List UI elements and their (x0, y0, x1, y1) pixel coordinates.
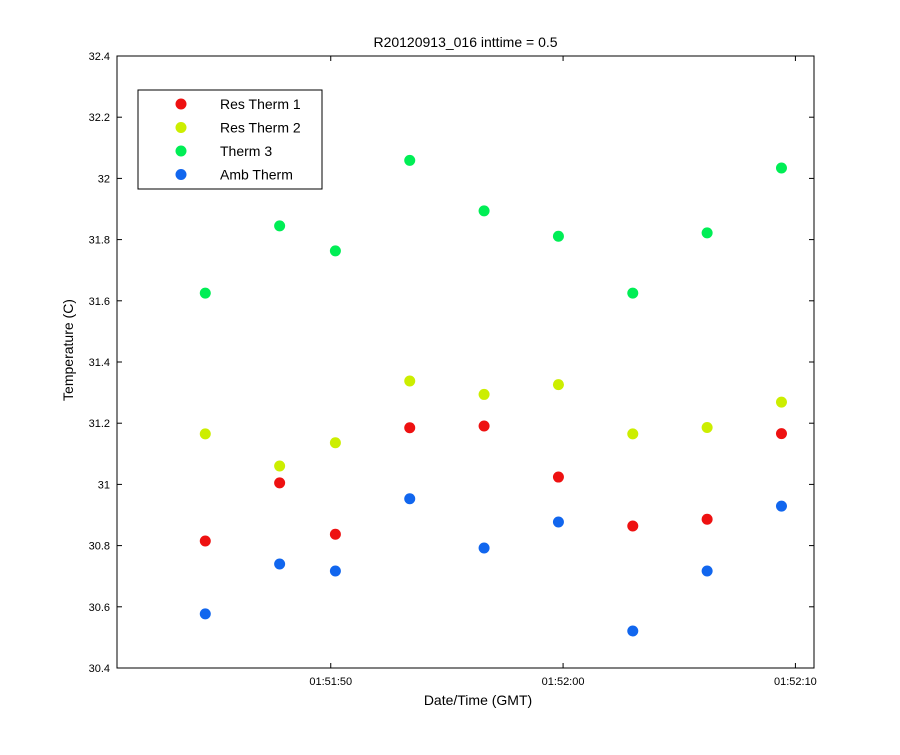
legend-marker-res-therm-1 (175, 98, 187, 110)
point-therm-3 (627, 287, 639, 299)
x-tick-label: 01:52:10 (774, 676, 817, 688)
y-tick-label: 31.4 (89, 357, 110, 369)
point-res-therm-1 (329, 528, 341, 540)
point-amb-therm (552, 516, 564, 528)
point-res-therm-1 (274, 477, 286, 489)
x-axis-label: Date/Time (GMT) (424, 692, 532, 708)
point-res-therm-2 (701, 421, 713, 433)
point-therm-3 (701, 227, 713, 239)
chart-title: R20120913_016 inttime = 0.5 (373, 34, 557, 50)
y-tick-label: 30.8 (89, 541, 110, 553)
y-tick-label: 32.4 (89, 51, 110, 63)
point-therm-3 (552, 230, 564, 242)
point-therm-3 (478, 205, 490, 217)
point-amb-therm (329, 565, 341, 577)
point-res-therm-2 (478, 388, 490, 400)
legend-box (137, 89, 323, 190)
legend-marker-res-therm-2 (175, 122, 187, 133)
x-tick-label: 01:51:50 (309, 676, 352, 688)
x-tick-label: 01:52:00 (542, 676, 585, 688)
point-res-therm-1 (775, 428, 787, 440)
point-res-therm-1 (627, 520, 639, 532)
legend-label-res-therm-2: Res Therm 2 (220, 120, 301, 136)
legend-marker-therm-3 (175, 145, 187, 157)
point-amb-therm (478, 542, 490, 554)
point-res-therm-2 (329, 437, 341, 449)
x-axis-ticks: 01:51:50 01:52:00 01:52:10 (309, 56, 817, 688)
point-therm-3 (329, 245, 341, 257)
point-res-therm-2 (199, 428, 211, 440)
legend-label-res-therm-1: Res Therm 1 (220, 96, 301, 112)
y-tick-label: 32.2 (89, 112, 110, 124)
point-res-therm-1 (199, 535, 211, 547)
y-tick-label: 30.6 (89, 602, 110, 614)
point-res-therm-1 (478, 420, 490, 432)
point-amb-therm (701, 565, 713, 577)
point-res-therm-2 (274, 460, 286, 472)
y-axis-label: Temperature (C) (60, 299, 76, 401)
legend-label-therm-3: Therm 3 (220, 143, 272, 159)
point-therm-3 (404, 154, 416, 166)
point-therm-3 (775, 162, 787, 174)
point-res-therm-2 (404, 375, 416, 387)
legend: Res Therm 1 Res Therm 2 Therm 3 Amb Therm (137, 89, 323, 190)
y-tick-label: 32 (98, 173, 110, 185)
point-res-therm-2 (627, 428, 639, 440)
point-amb-therm (199, 608, 211, 620)
point-amb-therm (775, 500, 787, 512)
y-tick-label: 31.8 (89, 235, 110, 247)
y-axis-ticks: 30.4 30.6 30.8 31 31.2 31.4 31.6 31.8 32 32.2 32.4 (89, 51, 814, 675)
point-amb-therm (274, 558, 286, 570)
y-tick-label: 30.4 (89, 663, 110, 675)
point-amb-therm (404, 493, 416, 505)
data-points (199, 154, 787, 637)
point-res-therm-1 (701, 513, 713, 525)
legend-marker-amb-therm (175, 169, 187, 180)
point-amb-therm (627, 625, 639, 637)
y-tick-label: 31 (98, 479, 110, 491)
point-res-therm-1 (552, 471, 564, 483)
point-therm-3 (199, 287, 211, 299)
legend-label-amb-therm: Amb Therm (220, 167, 293, 183)
point-res-therm-1 (404, 422, 416, 434)
y-tick-label: 31.2 (89, 418, 110, 430)
point-res-therm-2 (775, 396, 787, 408)
y-tick-label: 31.6 (89, 296, 110, 308)
point-res-therm-2 (552, 379, 564, 391)
point-therm-3 (274, 220, 286, 232)
